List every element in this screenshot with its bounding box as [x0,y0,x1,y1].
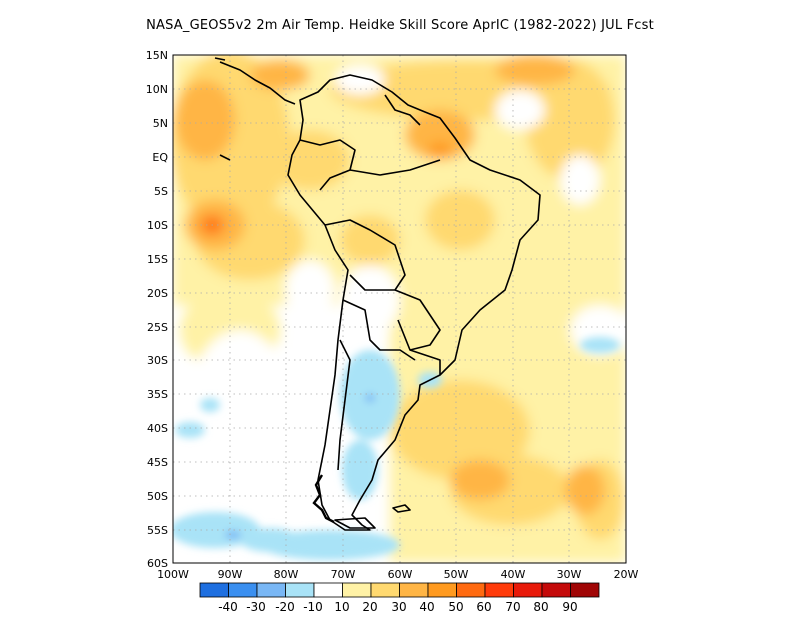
lat-label: 20S [147,287,168,300]
plot-frame [172,54,627,564]
colorbar-label: -20 [275,600,295,614]
colorbar-label: 50 [448,600,463,614]
colorbar-label: 30 [391,600,406,614]
lat-label: 45S [147,456,168,469]
lon-label: 60W [388,568,413,581]
colorbar-label: 10 [334,600,349,614]
colorbar-swatch [370,582,400,598]
lon-label: 70W [331,568,356,581]
lat-label: 60S [147,557,168,570]
colorbar-swatch [228,582,258,598]
latitude-labels: 15N 10N 5N EQ 5S 10S 15S 20S 25S 30S 35S… [146,49,169,570]
lat-label: 5N [153,117,168,130]
plot-title: NASA_GEOS5v2 2m Air Temp. Heidke Skill S… [146,18,654,33]
lon-label: 100W [157,568,189,581]
colorbar-label: 80 [533,600,548,614]
colorbar-swatch [342,582,372,598]
lat-label: 5S [154,185,168,198]
lat-label: 25S [147,321,168,334]
colorbar-swatch [199,582,229,598]
longitude-labels: 100W 90W 80W 70W 60W 50W 40W 30W 20W [157,568,638,581]
lon-label: 30W [557,568,582,581]
colorbar-label: 60 [476,600,491,614]
colorbar-swatch [399,582,429,598]
colorbar-swatch [313,582,343,598]
colorbar-label: -40 [218,600,238,614]
colorbar-label: -30 [246,600,266,614]
graticule [173,55,626,563]
skill-shading [173,55,626,563]
lat-label: 50S [147,490,168,503]
colorbar-swatch [513,582,543,598]
chile-fjords [312,474,335,524]
colorbar-swatch [427,582,457,598]
colorbar-swatch [484,582,514,598]
colorbar-label: 70 [505,600,520,614]
colorbar-label: -10 [303,600,323,614]
colorbar-swatches [199,582,600,598]
lat-label: 55S [147,524,168,537]
colorbar-swatch [285,582,315,598]
lat-label: 15S [147,253,168,266]
colorbar-label: 20 [362,600,377,614]
lon-label: 50W [444,568,469,581]
lat-label: 15N [146,49,168,62]
lon-label: 20W [614,568,639,581]
lat-label: 35S [147,388,168,401]
colorbar-label: 40 [419,600,434,614]
colorbar: -40 -30 -20 -10 10 20 30 40 50 60 70 80 … [199,582,600,614]
colorbar-swatch [456,582,486,598]
colorbar-swatch [256,582,286,598]
colorbar-labels: -40 -30 -20 -10 10 20 30 40 50 60 70 80 … [218,600,577,614]
lon-label: 40W [501,568,526,581]
lon-label: 80W [274,568,299,581]
colorbar-swatch [570,582,600,598]
lat-label: 40S [147,422,168,435]
coastlines [214,57,541,531]
lat-label: EQ [152,151,168,164]
colorbar-swatch [541,582,571,598]
lat-label: 10S [147,219,168,232]
lat-label: 30S [147,354,168,367]
lon-label: 90W [218,568,243,581]
colorbar-label: 90 [562,600,577,614]
lat-label: 10N [146,83,168,96]
